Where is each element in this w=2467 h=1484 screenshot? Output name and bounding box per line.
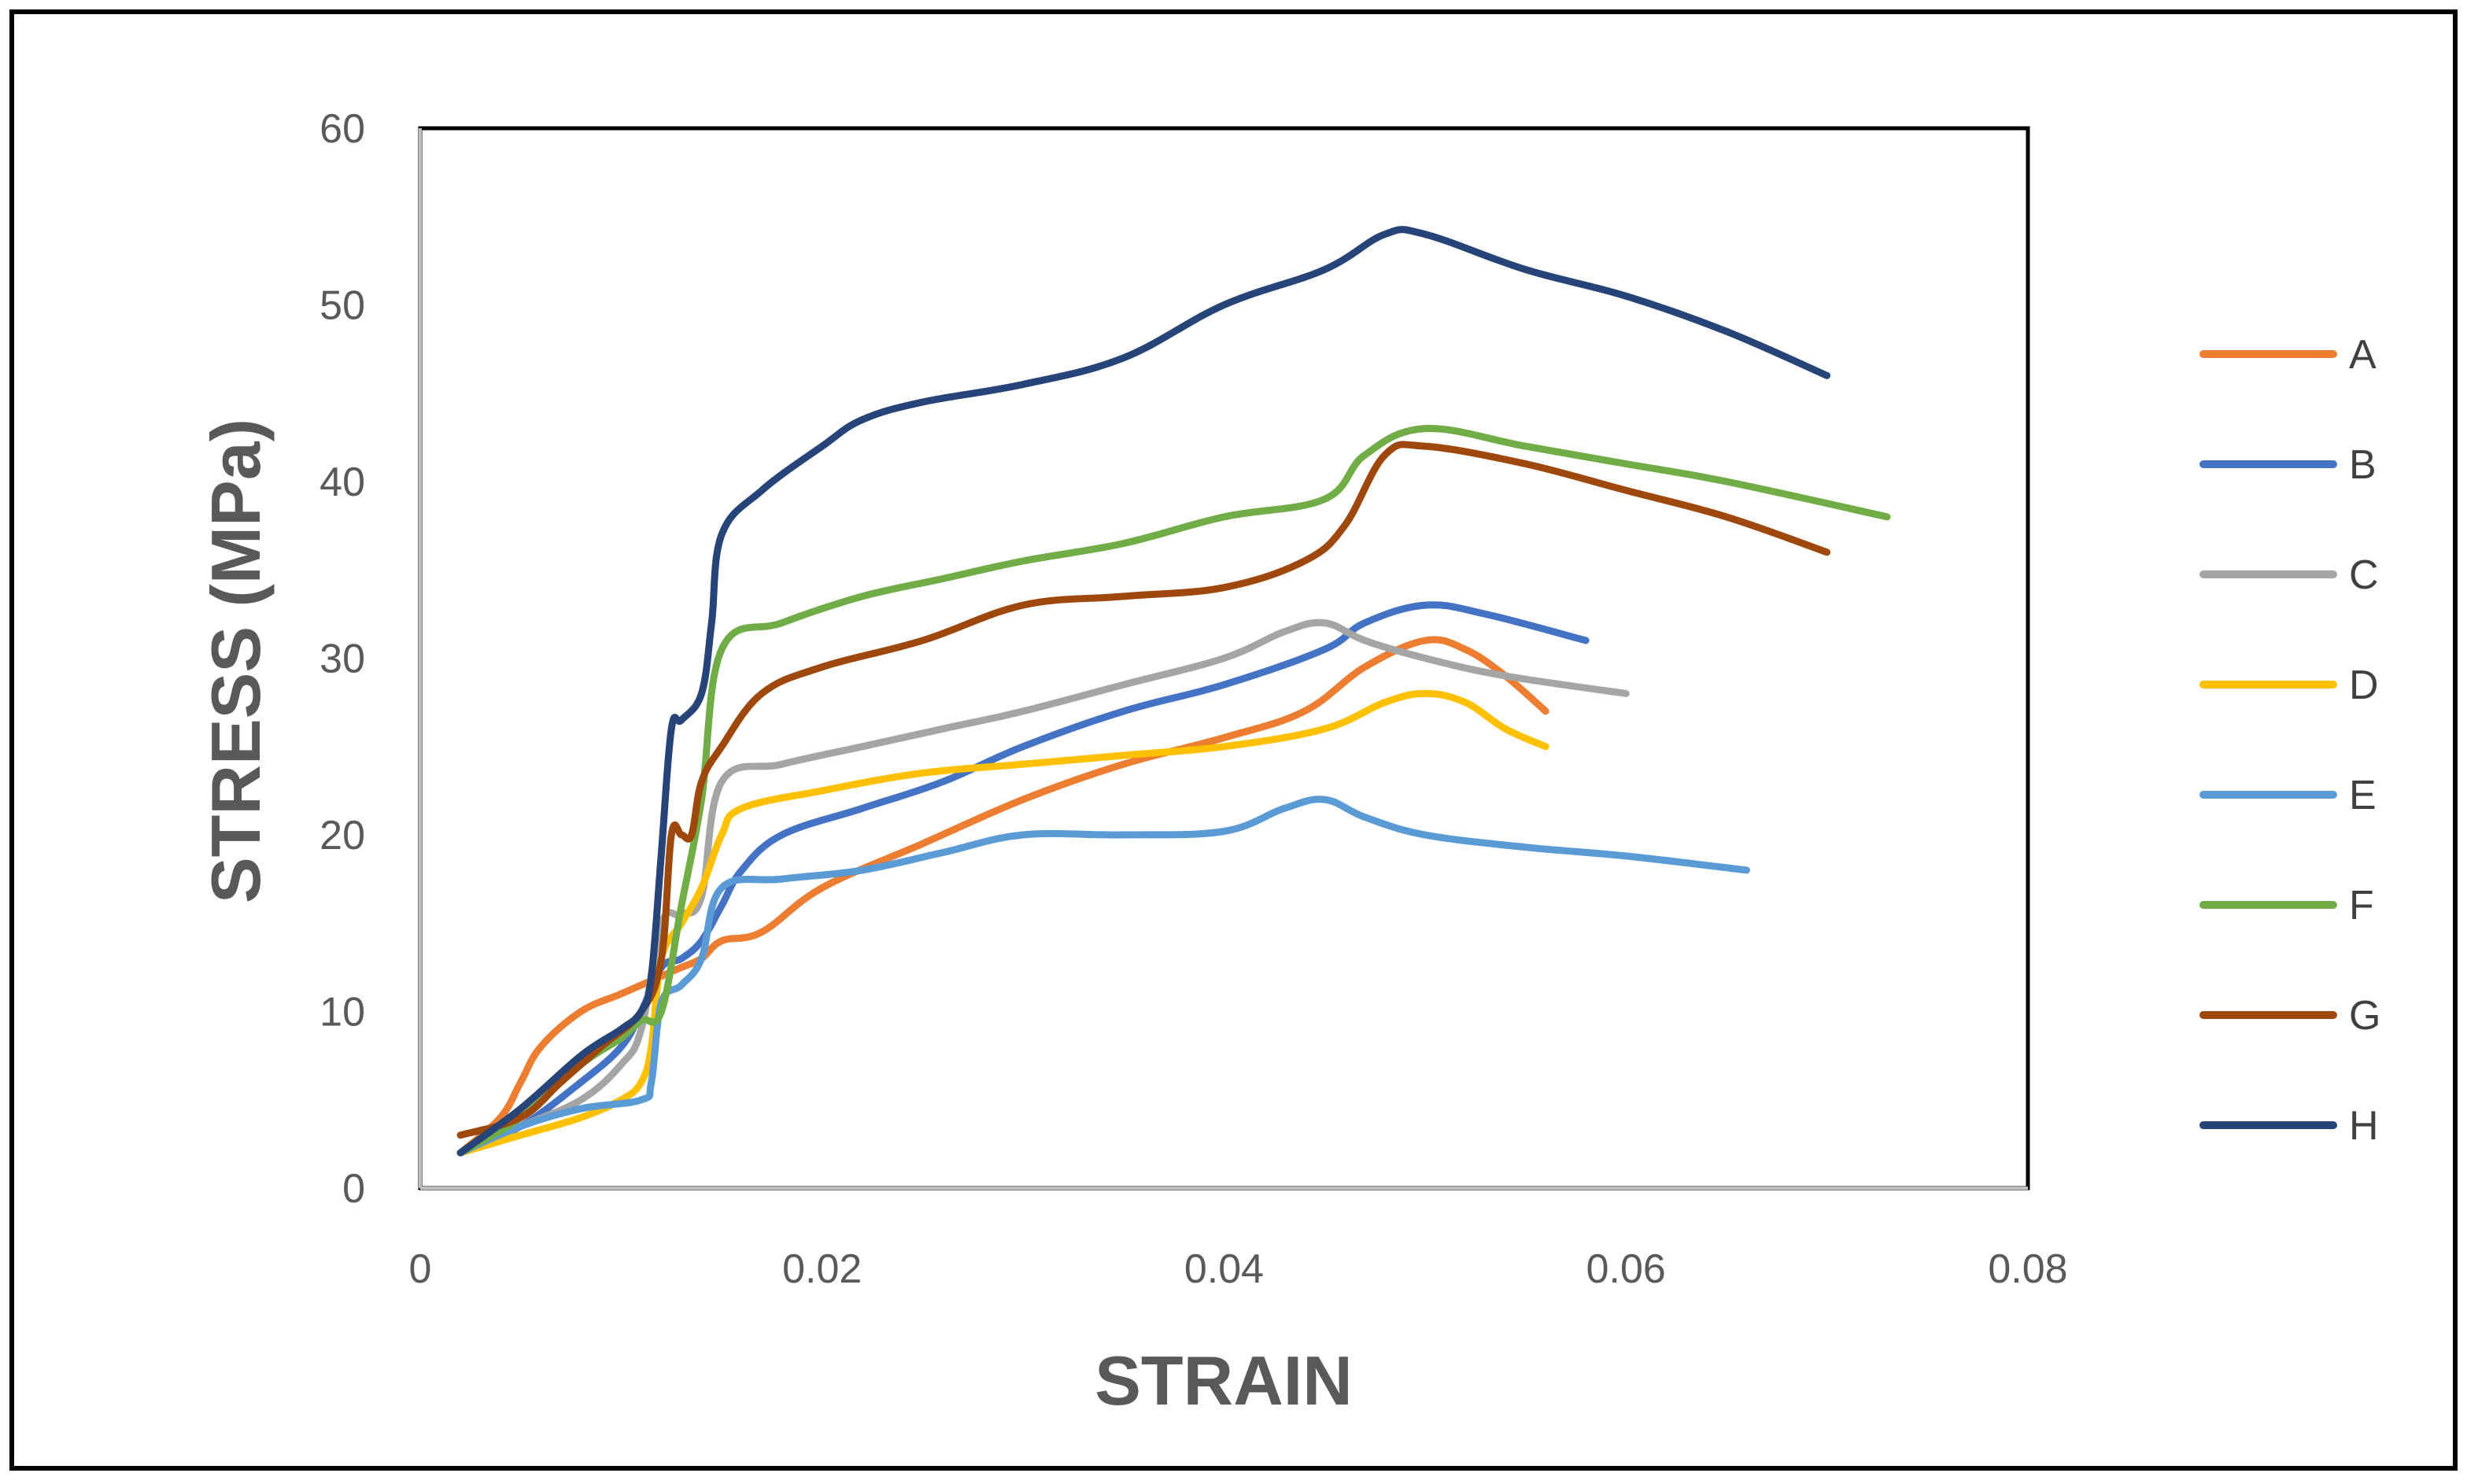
x-tick-label: 0.06 — [1586, 1246, 1666, 1292]
y-axis-title: STRESS (MPa) — [197, 419, 275, 903]
legend-label-a: A — [2349, 332, 2377, 378]
series-line-f — [456, 424, 1891, 1157]
y-tick-label: 50 — [319, 283, 365, 329]
series-line-h — [456, 226, 1831, 1157]
axes-layer: 0 10 20 30 40 50 60 0 0.02 0.04 0.06 0.08 — [319, 106, 2067, 1292]
legend-label-b: B — [2349, 442, 2377, 488]
legend: A B C D E F G H — [2199, 332, 2380, 1149]
y-tick-label: 0 — [342, 1166, 365, 1212]
series-line-e — [456, 796, 1750, 1157]
legend-label-g: G — [2349, 993, 2380, 1039]
legend-label-f: F — [2349, 883, 2374, 928]
y-tick-label: 10 — [319, 990, 365, 1035]
y-tick-label: 30 — [319, 637, 365, 682]
legend-label-e: E — [2349, 773, 2377, 818]
series-line-c — [456, 618, 1630, 1157]
series-line-d — [456, 689, 1549, 1157]
x-tick-label: 0.04 — [1184, 1246, 1264, 1292]
x-tick-label: 0.08 — [1988, 1246, 2067, 1292]
y-tick-label: 60 — [319, 106, 365, 152]
legend-label-c: C — [2349, 552, 2379, 598]
x-tick-label: 0 — [409, 1246, 432, 1292]
legend-label-d: D — [2349, 663, 2379, 708]
y-tick-label: 40 — [319, 460, 365, 505]
series-layer — [456, 226, 1891, 1157]
x-axis-title: STRAIN — [1095, 1342, 1353, 1419]
legend-label-h: H — [2349, 1103, 2379, 1149]
y-tick-label: 20 — [319, 813, 365, 858]
x-tick-label: 0.02 — [782, 1246, 862, 1292]
